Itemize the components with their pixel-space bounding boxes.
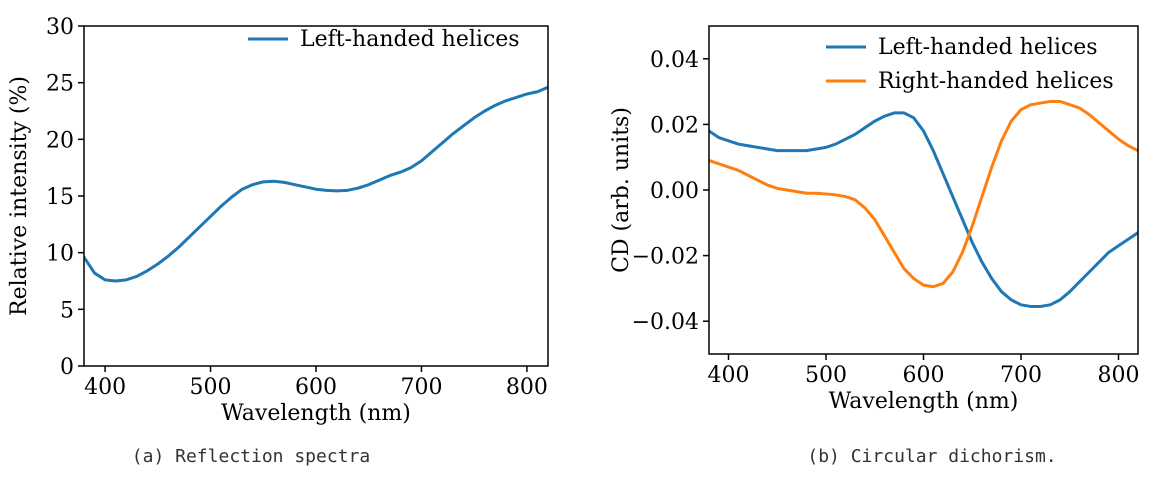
y-tick-label-6: 30 bbox=[46, 15, 74, 40]
chart-reflection-spectra: 400 500 600 700 800 0 5 10 15 20 25 30 Wavelength (n… bbox=[7, 15, 549, 467]
x-tick-label-500: 500 bbox=[190, 375, 232, 400]
x-tick-label-800: 800 bbox=[506, 375, 548, 400]
y-tick-label-4: 20 bbox=[46, 128, 74, 153]
x-tick-label-800: 800 bbox=[1098, 363, 1140, 388]
x-axis-label: Wavelength (nm) bbox=[221, 401, 411, 426]
y-tick-label-2: 0.00 bbox=[650, 179, 699, 204]
x-tick-label-400: 400 bbox=[84, 375, 126, 400]
y-tick-label-2: 10 bbox=[46, 242, 74, 267]
x-tick-label-700: 700 bbox=[400, 375, 442, 400]
x-axis-label: Wavelength (nm) bbox=[829, 389, 1019, 414]
y-tick-label-0: 0 bbox=[60, 355, 74, 380]
y-tick-label-4: 0.04 bbox=[650, 48, 699, 73]
series-line-left-handed-helices bbox=[84, 85, 548, 283]
y-tick-label-3: 0.02 bbox=[650, 113, 699, 138]
chart-circular-dichroism: 400 500 600 700 800 −0.04 −0.02 0.00 0.02 0.04 Wav… bbox=[609, 25, 1140, 467]
x-tick-label-600: 600 bbox=[295, 375, 337, 400]
y-tick-label-1: −0.02 bbox=[632, 245, 699, 270]
figure-caption: (a) Reflection spectra bbox=[132, 446, 370, 467]
x-tick-label-400: 400 bbox=[708, 363, 750, 388]
legend-entry-right-handed-helices: Right-handed helices bbox=[878, 69, 1114, 94]
legend-entry-left-handed-helices: Left-handed helices bbox=[878, 35, 1098, 60]
y-tick-label-1: 5 bbox=[60, 298, 74, 323]
y-axis-label: CD (arb. units) bbox=[609, 107, 634, 273]
y-tick-label-5: 25 bbox=[46, 72, 74, 97]
x-tick-label-500: 500 bbox=[805, 363, 847, 388]
series-line-left-handed-helices bbox=[709, 111, 1138, 308]
plot-frame bbox=[83, 25, 549, 367]
figure-caption: (b) Circular dichorism. bbox=[807, 446, 1056, 467]
y-tick-label-0: −0.04 bbox=[632, 310, 699, 335]
legend-entry-left-handed-helices: Left-handed helices bbox=[300, 27, 520, 52]
y-tick-label-3: 15 bbox=[46, 185, 74, 210]
x-tick-label-700: 700 bbox=[1000, 363, 1042, 388]
x-tick-label-600: 600 bbox=[903, 363, 945, 388]
y-axis-label: Relative intensity (%) bbox=[7, 76, 32, 316]
series-line-right-handed-helices bbox=[709, 99, 1138, 289]
